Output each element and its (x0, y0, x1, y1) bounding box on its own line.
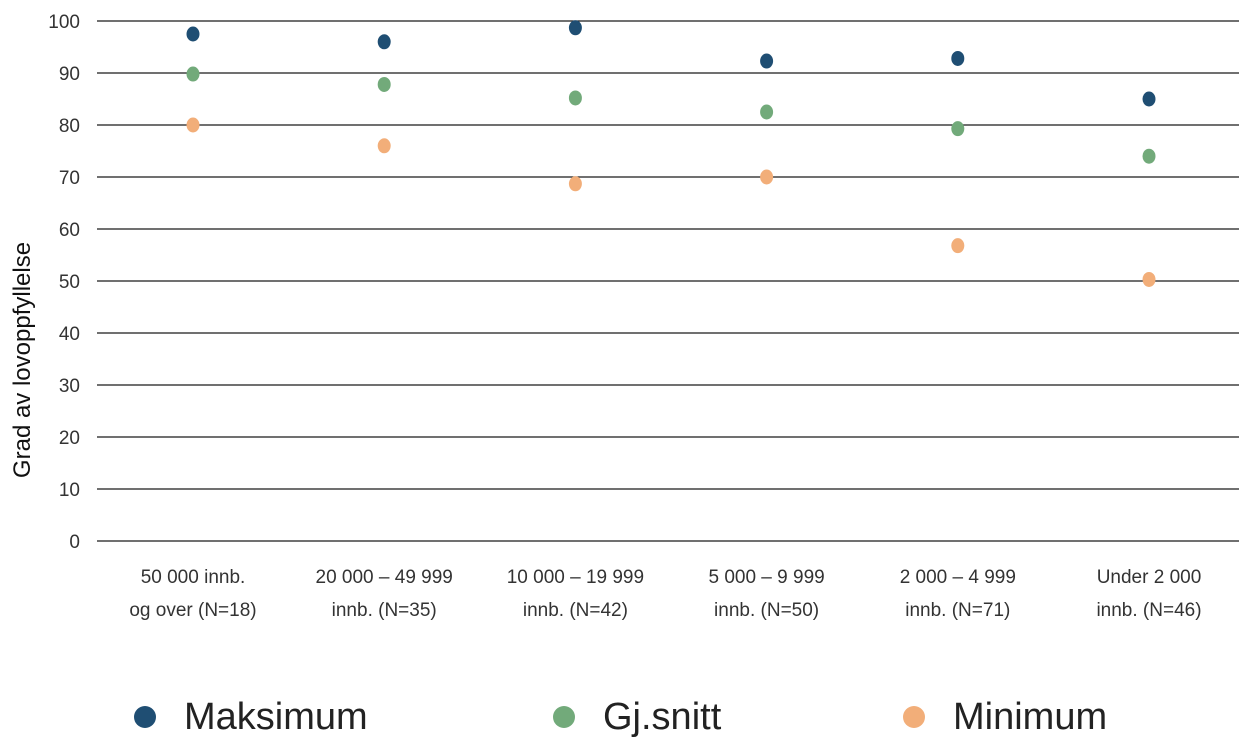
data-point-minimum (568, 176, 582, 192)
legend-item: Gj.snitt (553, 690, 721, 744)
legend-label: Minimum (953, 695, 1108, 738)
legend-label: Gj.snitt (603, 695, 722, 738)
legend-item: Maksimum (134, 690, 368, 744)
legend: Maksimum Gj.snitt Minimum (0, 690, 1239, 744)
x-category-label: innb. (N=42) (523, 600, 628, 621)
data-point-minimum (186, 117, 200, 133)
data-point-gj-snitt (1142, 148, 1156, 164)
y-tick-label: 20 (59, 428, 80, 449)
gridlines (97, 20, 1239, 542)
y-tick-label: 80 (59, 116, 80, 137)
x-category-labels: 50 000 innb. og over (N=18) 20 000 – 49 99… (129, 567, 1201, 621)
x-category-label: 50 000 innb. (141, 567, 246, 588)
x-category-label: innb. (N=71) (905, 600, 1010, 621)
y-tick-labels: 0 10 20 30 40 50 60 70 80 90 100 (48, 12, 80, 553)
data-point-gj-snitt (760, 104, 774, 120)
x-category-label: 10 000 – 19 999 (507, 567, 644, 588)
legend-marker-icon (903, 706, 925, 728)
data-point-minimum (377, 138, 391, 154)
data-point-gj-snitt (951, 121, 965, 137)
y-tick-label: 10 (59, 480, 80, 501)
data-point-maksimum (951, 50, 965, 66)
data-point-maksimum (760, 53, 774, 69)
x-category-label: og over (N=18) (129, 600, 256, 621)
data-point-maksimum (1142, 91, 1156, 107)
x-category-label: 2 000 – 4 999 (900, 567, 1016, 588)
data-points (186, 20, 1156, 287)
data-point-gj-snitt (568, 90, 582, 106)
y-tick-label: 60 (59, 220, 80, 241)
y-tick-label: 40 (59, 324, 80, 345)
legend-item: Minimum (903, 690, 1107, 744)
x-category-label: innb. (N=50) (714, 600, 819, 621)
y-tick-label: 50 (59, 272, 80, 293)
y-tick-label: 30 (59, 376, 80, 397)
y-tick-label: 100 (48, 12, 80, 33)
x-category-label: Under 2 000 (1097, 567, 1202, 588)
data-point-gj-snitt (186, 66, 200, 82)
data-point-maksimum (186, 26, 200, 42)
y-tick-label: 70 (59, 168, 80, 189)
x-category-label: 5 000 – 9 999 (708, 567, 824, 588)
data-point-gj-snitt (377, 76, 391, 92)
data-point-minimum (951, 238, 965, 254)
y-tick-label: 0 (69, 532, 80, 553)
legend-marker-icon (134, 706, 156, 728)
y-axis-title: Grad av lovoppfyllelse (9, 242, 36, 478)
legend-label: Maksimum (184, 695, 368, 738)
data-point-minimum (1142, 271, 1156, 287)
data-point-minimum (760, 169, 774, 185)
y-tick-label: 90 (59, 64, 80, 85)
data-point-maksimum (568, 20, 582, 36)
x-category-label: 20 000 – 49 999 (316, 567, 453, 588)
x-category-label: innb. (N=35) (332, 600, 437, 621)
legend-marker-icon (553, 706, 575, 728)
x-category-label: innb. (N=46) (1096, 600, 1201, 621)
scatter-chart: 0 10 20 30 40 50 60 70 80 90 100 50 000 innb. og ov… (9, 12, 1239, 621)
data-point-maksimum (377, 34, 391, 50)
